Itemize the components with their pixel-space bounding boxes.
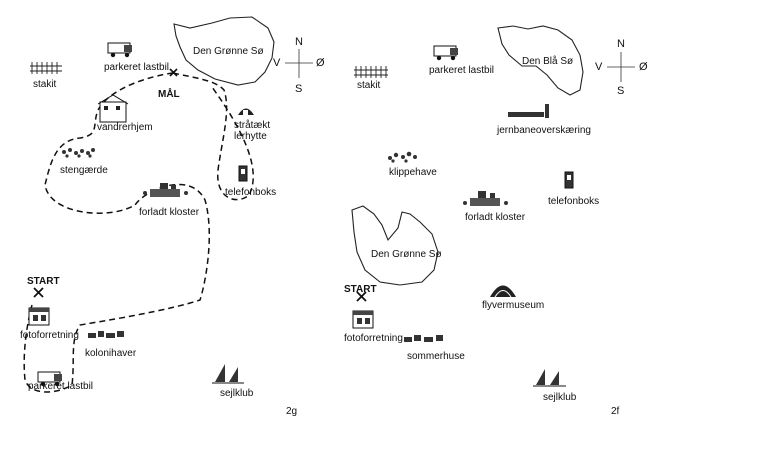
start-cross-f	[356, 291, 367, 302]
label-parkeret-lastbil-bottom-g: parkeret lastbil	[28, 381, 94, 392]
sailing-club-icon-g	[212, 364, 244, 384]
photo-shop-icon-f	[352, 310, 374, 329]
stone-wall-icon-g	[62, 148, 95, 158]
sailing-club-icon-f	[533, 369, 566, 387]
label-forladt-kloster-f: forladt kloster	[465, 212, 526, 223]
compass-w-f: V	[595, 61, 603, 73]
label-flyvermuseum-f: flyvermuseum	[482, 300, 545, 311]
label-straataekt-g: stråtækt	[234, 120, 271, 131]
lake-den-blaa-soe-f	[497, 25, 584, 96]
phonebox-icon-g	[238, 165, 248, 182]
label-telefonboks-g: telefonboks	[225, 187, 277, 198]
label-vandrerhjem-g: vandrerhjem	[97, 122, 153, 133]
fence-icon-f	[354, 66, 388, 78]
compass-rose-f	[607, 52, 635, 82]
label-fotoforretning-f: fotoforretning	[344, 333, 403, 344]
truck-icon-f	[433, 45, 458, 61]
hostel-icon-g	[97, 94, 129, 123]
label-sommerhuse-f: sommerhuse	[407, 351, 465, 362]
label-jernbaneoverskaering-f: jernbaneoverskæring	[497, 125, 591, 136]
lake-mid-label-f: Den Grønne Sø	[371, 249, 442, 260]
label-kolonihaver-g: kolonihaver	[85, 348, 137, 359]
map-id-g: 2g	[286, 406, 298, 417]
compass-n-f: N	[617, 38, 625, 50]
lake-den-groenne-soe-f	[351, 205, 439, 286]
lake-label-g: Den Grønne Sø	[193, 46, 264, 57]
compass-w-g: V	[273, 57, 281, 69]
fence-icon-g	[30, 62, 62, 74]
start-cross-g	[33, 287, 44, 298]
label-stengaerde-g: stengærde	[60, 165, 108, 176]
label-lerhytte-g: lerhytte	[234, 131, 267, 142]
label-start-f: START	[344, 284, 377, 295]
label-parkeret-lastbil-top-g: parkeret lastbil	[104, 62, 170, 73]
label-stakit-g: stakit	[33, 79, 57, 90]
map-id-f: 2f	[611, 406, 620, 417]
compass-e-f: Ø	[639, 61, 648, 73]
label-sejlklub-g: sejlklub	[220, 388, 254, 399]
compass-s-f: S	[617, 85, 625, 97]
label-forladt-kloster-g: forladt kloster	[139, 207, 200, 218]
monastery-icon-g	[143, 183, 188, 197]
summer-houses-icon-f	[404, 335, 443, 342]
lake-den-groenne-soe-g	[173, 16, 275, 86]
rock-garden-icon-f	[388, 151, 417, 163]
maal-cross-g	[169, 68, 178, 77]
label-klippehave-f: klippehave	[389, 167, 437, 178]
lake-top-label-f: Den Blå Sø	[522, 56, 574, 67]
flight-museum-icon-f	[490, 285, 516, 298]
label-maal-g: MÅL	[158, 89, 180, 100]
compass-s-g: S	[295, 83, 303, 95]
compass-n-g: N	[295, 36, 303, 48]
label-stakit-f: stakit	[357, 80, 381, 91]
label-parkeret-lastbil-f: parkeret lastbil	[429, 65, 495, 76]
railway-crossing-icon-f	[508, 104, 549, 118]
compass-rose-g	[285, 49, 313, 78]
hut-icon-g	[238, 108, 254, 115]
label-start-g: START	[27, 276, 60, 287]
truck-icon-g-bottom	[37, 371, 62, 387]
photo-shop-icon-g	[28, 307, 50, 326]
allotment-icon-g	[88, 331, 124, 338]
label-sejlklub-f: sejlklub	[543, 392, 577, 403]
label-fotoforretning-g: fotoforretning	[20, 330, 79, 341]
truck-icon-g-top	[107, 42, 132, 58]
label-telefonboks-f: telefonboks	[548, 196, 600, 207]
phonebox-icon-f	[564, 171, 574, 189]
dashed-route-g	[23, 72, 254, 393]
monastery-icon-f	[463, 191, 508, 206]
compass-e-g: Ø	[316, 57, 325, 69]
